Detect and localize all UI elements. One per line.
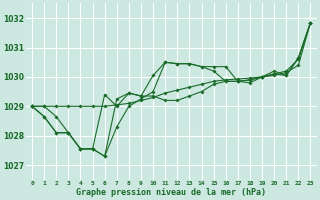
X-axis label: Graphe pression niveau de la mer (hPa): Graphe pression niveau de la mer (hPa) xyxy=(76,188,266,197)
